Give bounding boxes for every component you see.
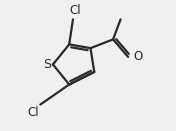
Text: Cl: Cl <box>27 106 39 119</box>
Text: O: O <box>133 50 142 63</box>
Text: S: S <box>43 58 51 71</box>
Text: Cl: Cl <box>70 4 81 17</box>
